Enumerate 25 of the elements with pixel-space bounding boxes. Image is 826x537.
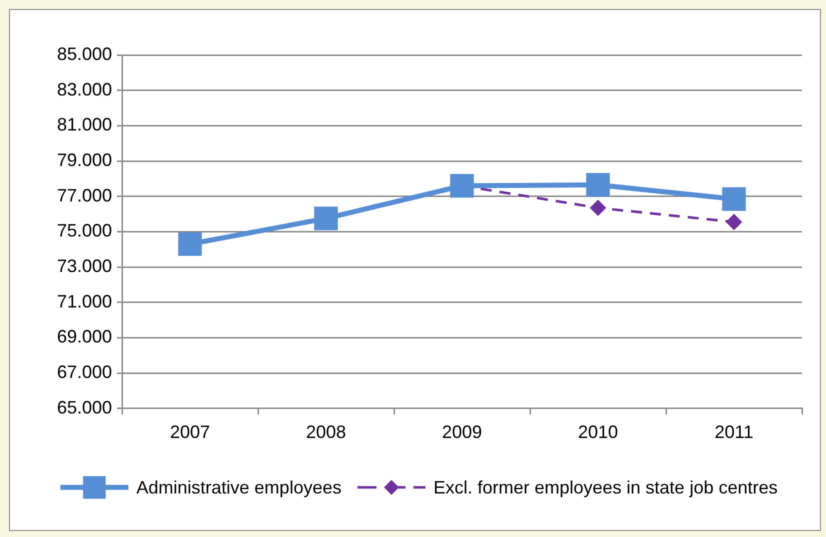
y-tick-label: 67.000 <box>56 362 112 382</box>
y-tick-label: 79.000 <box>56 150 112 170</box>
point <box>314 206 338 230</box>
y-tick-label: 69.000 <box>56 326 112 347</box>
legend-label: Administrative employees <box>136 477 342 498</box>
y-tick-label: 75.000 <box>56 220 112 241</box>
x-tick-label: 2008 <box>306 422 346 442</box>
x-tick-label: 2009 <box>442 422 482 442</box>
y-tick-label: 71.000 <box>56 291 112 312</box>
legend-label: Excl. former employees in state job centres <box>433 477 778 498</box>
point <box>722 187 746 211</box>
y-tick-label: 77.000 <box>56 185 112 206</box>
y-tick-label: 85.000 <box>56 44 112 64</box>
point <box>590 200 606 216</box>
y-tick-label: 83.000 <box>56 79 112 100</box>
x-tick-label: 2010 <box>578 422 618 442</box>
point <box>178 232 202 256</box>
point <box>586 173 610 197</box>
x-tick-label: 2007 <box>170 422 210 442</box>
y-tick-label: 65.000 <box>56 397 112 418</box>
y-tick-label: 81.000 <box>56 114 112 135</box>
point <box>450 174 474 198</box>
x-tick-label: 2011 <box>714 422 754 442</box>
point <box>726 214 742 230</box>
y-tick-label: 73.000 <box>56 256 112 276</box>
